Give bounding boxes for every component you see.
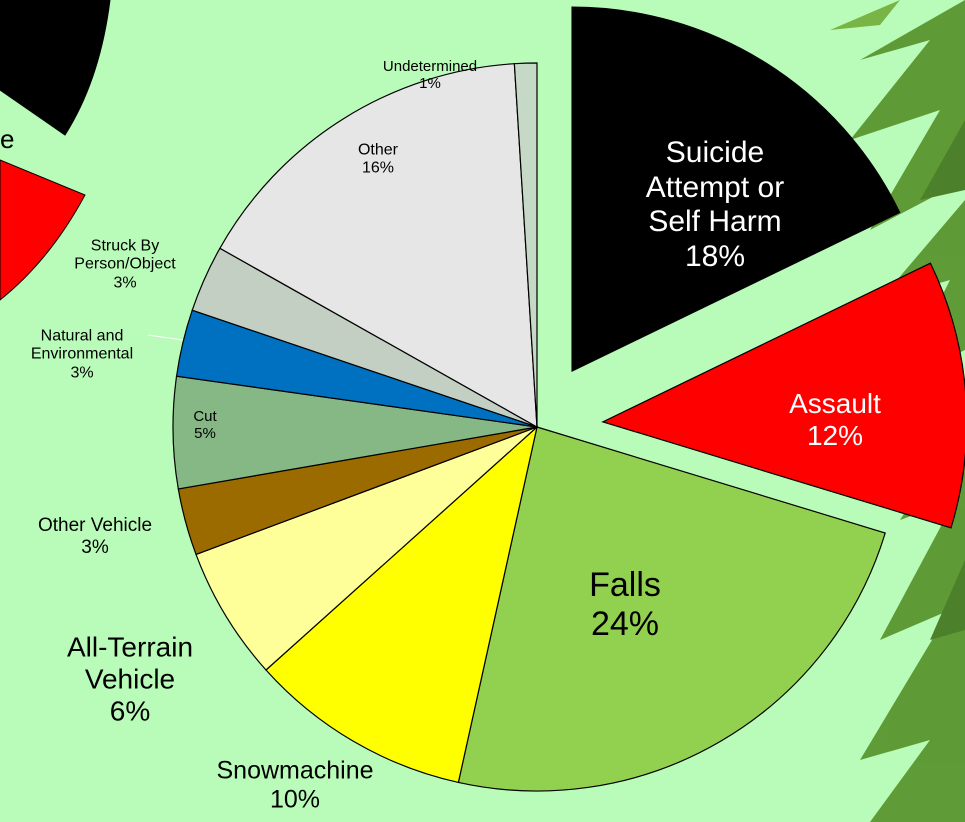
slice-label: Other Vehicle 3% — [0, 515, 195, 559]
foliage — [830, 0, 965, 822]
slice-name: Cut — [193, 407, 217, 425]
slice-value: 1% — [419, 75, 441, 92]
slice-value: 10% — [269, 785, 321, 813]
slice-name: All-Terrain Vehicle — [66, 631, 194, 695]
slice-name: Falls — [589, 565, 661, 604]
pie-slice — [219, 63, 538, 429]
pie-slice — [457, 426, 886, 792]
slice-value: 3% — [113, 274, 137, 292]
slice-value: 16% — [361, 160, 395, 177]
slice-value: 5% — [194, 425, 216, 442]
slice-value: 12% — [806, 420, 864, 451]
slice-name: Other Vehicle — [37, 515, 153, 537]
partial-label: de — [0, 124, 15, 155]
slice-label: All-Terrain Vehicle 6% — [40, 632, 220, 729]
slice-label: Struck By Person/Object 3% — [60, 237, 190, 292]
slice-name: Assault — [789, 387, 881, 419]
slice-label: Falls 24% — [550, 566, 700, 644]
slice-label: Natural and Environmental 3% — [7, 327, 157, 382]
slice-value: 3% — [70, 364, 94, 382]
pie-slice — [513, 62, 538, 428]
slice-value: 3% — [81, 537, 109, 558]
leader-line — [147, 334, 184, 341]
pie-slice — [571, 6, 901, 373]
slice-value: 6% — [109, 696, 151, 728]
slice-name: Snowmachine — [216, 756, 374, 785]
slice-value: 18% — [684, 239, 746, 273]
slice-label: Snowmachine 10% — [185, 756, 405, 814]
slice-label: Suicide Attempt or Self Harm 18% — [635, 136, 795, 274]
slice-label: Other 16% — [338, 142, 418, 179]
pie-slice — [265, 425, 538, 784]
slice-name: Undetermined — [382, 57, 478, 75]
slice-name: Other — [357, 141, 398, 159]
partial-pie — [0, 0, 111, 301]
slice-name: Struck By Person/Object — [74, 237, 176, 273]
slice-label: Undetermined 1% — [360, 58, 500, 93]
slice-name: Natural and Environmental — [30, 327, 134, 363]
slice-label: Assault 12% — [760, 388, 910, 452]
pie-slice — [601, 262, 965, 529]
slice-name: Suicide Attempt or Self Harm — [645, 136, 785, 238]
slice-label: Cut 5% — [175, 408, 235, 443]
pie-slice — [195, 426, 538, 671]
slice-value: 24% — [590, 605, 660, 643]
